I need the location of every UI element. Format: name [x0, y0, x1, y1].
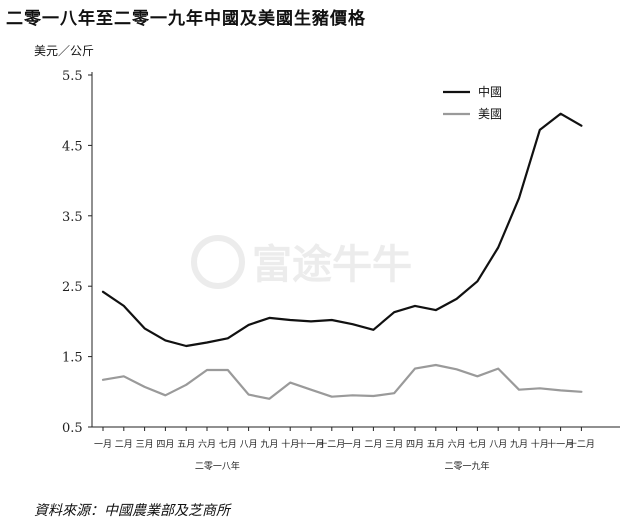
x-tick-label: 九月 — [260, 439, 278, 450]
x-tick-label: 九月 — [510, 439, 528, 450]
x-tick-label: 十二月 — [568, 438, 595, 450]
x-tick-label: 四月 — [156, 439, 174, 450]
watermark: 富途牛牛 — [191, 235, 412, 289]
x-tick-label: 四月 — [406, 439, 424, 450]
y-tick-label: 4.5 — [62, 139, 83, 154]
x-tick-label: 十月 — [281, 438, 299, 450]
x-tick-label: 五月 — [177, 439, 195, 450]
y-tick-label: 3.5 — [62, 210, 83, 225]
series-layer — [101, 112, 583, 400]
x-tick-label: 十二月 — [318, 438, 345, 450]
series-line-usa — [101, 363, 583, 400]
x-tick-label: 十月 — [531, 438, 549, 450]
x-tick-label: 一月 — [344, 439, 362, 450]
watermark-text: 富途牛牛 — [252, 241, 412, 288]
x-tick-label: 三月 — [136, 439, 154, 450]
x-tick-label: 八月 — [240, 439, 258, 450]
x-tick-label: 七月 — [219, 439, 237, 450]
x-tick-label: 六月 — [198, 438, 216, 450]
x-year-group-label: 二零一九年 — [444, 460, 489, 472]
x-tick-label: 六月 — [448, 438, 466, 450]
legend-label-usa: 美國 — [478, 107, 502, 121]
y-tick-label: 0.5 — [62, 421, 83, 436]
watermark-logo-icon — [191, 235, 245, 289]
x-tick-label: 八月 — [489, 439, 507, 450]
y-tick-label: 1.5 — [62, 351, 83, 366]
x-tick-label: 三月 — [385, 439, 403, 450]
source-note: 資料來源：中國農業部及芝商所 — [34, 503, 230, 519]
legend-label-china: 中國 — [478, 84, 502, 99]
chart-title: 二零一八年至二零一九年中國及美國生豬價格 — [6, 9, 366, 29]
x-tick-label: 二月 — [115, 439, 133, 450]
x-tick-label: 二月 — [364, 439, 382, 450]
x-tick-label: 十一月 — [297, 438, 324, 450]
y-tick-label: 5.5 — [62, 69, 83, 84]
x-tick-label: 一月 — [94, 439, 112, 450]
y-tick-label: 2.5 — [62, 280, 83, 295]
x-tick-label: 十一月 — [547, 438, 574, 450]
x-tick-label: 五月 — [427, 439, 445, 450]
axes: 0.51.52.53.54.55.5一月 二月 三月 四月 五月 六月 七月 八月 九月 十月十一… — [62, 69, 620, 472]
series-line-china — [101, 112, 583, 348]
x-year-group-label: 二零一八年 — [195, 460, 240, 472]
y-axis-unit-label: 美元／公斤 — [34, 44, 95, 58]
x-tick-label: 七月 — [468, 439, 486, 450]
